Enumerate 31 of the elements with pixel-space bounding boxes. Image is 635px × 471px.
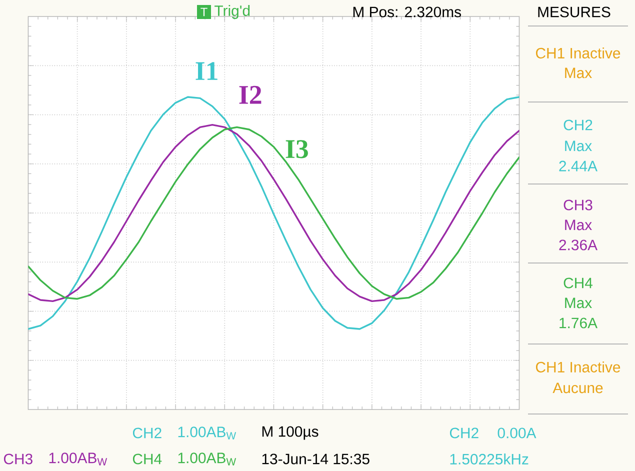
text: 2.36A [559,240,598,250]
text: Max [565,140,592,152]
text: T [200,8,208,16]
text: CH1 Inactive [536,362,620,372]
series-label: I2 [239,86,262,104]
text: Max [565,220,592,230]
text: 1.00AB$_{W}$ [49,452,108,466]
text: CH2 [564,120,592,130]
text: 1.76A [560,318,598,328]
text: CH4 [564,278,593,288]
text: M 100µs [262,426,318,440]
text: Aucune [552,382,603,394]
text: CH2 [132,428,162,438]
text: 1.50225kHz [450,453,528,464]
text: Max [565,298,592,308]
text: 13-Jun-14 15:35 [262,454,370,464]
text: 1.00AB$_{W}$ [178,426,236,440]
text: Max [565,68,592,78]
text: CH2 [450,428,478,438]
text: CH1 Inactive [536,48,620,58]
text: CH3 [4,454,32,464]
series-label: I1 [196,62,218,80]
text: 2.44A [559,160,598,172]
text: Trig'd [214,5,250,19]
series-label: I3 [286,140,308,158]
text: MESURES [538,6,610,18]
text: 0.00A [498,428,536,438]
text: CH4 [132,454,162,464]
text: CH3 [564,200,592,210]
text: 1.00AB$_{W}$ [178,452,236,466]
text: M Pos: 2.320ms [353,6,461,18]
